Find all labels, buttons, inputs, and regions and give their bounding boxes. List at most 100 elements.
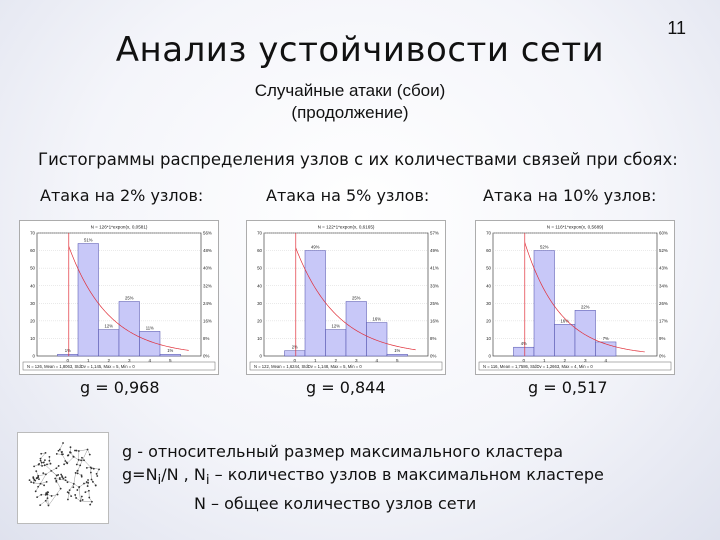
- bar-1: [533, 250, 555, 357]
- cluster-node: [76, 469, 79, 472]
- x-tick-label: 4: [148, 358, 151, 363]
- legend-line-2: g=Ni/N , Ni – количество узлов в максима…: [122, 463, 604, 492]
- chart-title: N = 116*1*expon(x, 0,5689): [547, 225, 604, 230]
- cluster-node: [44, 451, 47, 454]
- cluster-node: [60, 473, 63, 476]
- y-tick-label: 20: [486, 318, 491, 323]
- cluster-edge: [59, 442, 64, 450]
- cluster-node: [36, 476, 39, 479]
- cluster-node: [41, 465, 43, 467]
- x-tick-label: 1: [314, 358, 317, 363]
- stats-footer: N = 116, Mean = 1,7586, StdDv = 1,2663, …: [483, 364, 593, 369]
- y2-tick-label: 48%: [203, 248, 212, 253]
- cluster-node: [55, 467, 58, 470]
- y2-tick-label: 43%: [659, 266, 668, 271]
- bar-0: [284, 350, 306, 357]
- cluster-node: [80, 495, 83, 498]
- bar-percent-label: 11%: [146, 325, 154, 330]
- cluster-node: [86, 485, 89, 487]
- cluster-node: [74, 472, 77, 474]
- slide-subtitle: Случайные атаки (сбои) (продолжение): [220, 80, 480, 124]
- bar-percent-label: 4%: [521, 341, 527, 346]
- cluster-node: [89, 503, 92, 506]
- cluster-node: [37, 474, 40, 477]
- cluster-node: [70, 495, 73, 498]
- cluster-node: [40, 452, 43, 455]
- bar-percent-label: 1%: [394, 348, 400, 353]
- cluster-node: [48, 459, 51, 462]
- bar-percent-label: 25%: [125, 296, 134, 301]
- cluster-edge: [51, 494, 58, 497]
- legend-subscript-i: i: [157, 473, 162, 489]
- cluster-node: [88, 496, 91, 499]
- cluster-node: [44, 499, 47, 502]
- cluster-node: [57, 465, 60, 467]
- y-tick-label: 70: [486, 231, 491, 236]
- cluster-node: [75, 497, 77, 499]
- cluster-node: [39, 457, 42, 460]
- cluster-edge: [83, 460, 91, 468]
- cluster-node: [98, 468, 100, 471]
- subtitle-line-2: (продолжение): [291, 103, 409, 122]
- x-tick-label: 4: [604, 358, 607, 363]
- y2-tick-label: 0%: [203, 354, 209, 359]
- y2-tick-label: 40%: [203, 266, 212, 271]
- y-tick-label: 70: [30, 231, 35, 236]
- x-tick-label: 2: [107, 358, 110, 363]
- y2-tick-label: 17%: [659, 318, 668, 323]
- legend-line-2-mid: /N , N: [161, 465, 206, 484]
- x-tick-label: 3: [355, 358, 358, 363]
- cluster-edge: [80, 500, 92, 502]
- bar-3: [345, 301, 367, 357]
- cluster-node: [63, 463, 66, 466]
- stats-box: [22, 361, 216, 371]
- cluster-node: [55, 474, 58, 477]
- cluster-node: [33, 465, 36, 468]
- cluster-edge: [78, 487, 81, 502]
- y-tick-label: 0: [33, 354, 36, 359]
- slide-title: Анализ устойчивости сети: [115, 30, 605, 70]
- cluster-edge: [73, 472, 76, 484]
- cluster-node: [87, 489, 90, 492]
- y2-tick-label: 24%: [203, 301, 212, 306]
- stats-footer: N = 122, Mean = 1,6244, StdDv = 1,148, M…: [254, 364, 362, 369]
- y-tick-label: 70: [257, 231, 262, 236]
- g-value-5pct: g = 0,844: [306, 378, 386, 397]
- cluster-node: [72, 455, 75, 458]
- x-tick-label: 0: [522, 358, 525, 363]
- cluster-node: [34, 490, 37, 493]
- x-tick-label: 2: [563, 358, 566, 363]
- attack-label-10pct: Атака на 10% узлов:: [483, 186, 657, 205]
- y-tick-label: 60: [486, 248, 491, 253]
- cluster-edge: [47, 494, 49, 506]
- cluster-edge: [90, 467, 100, 470]
- cluster-edge: [40, 452, 46, 459]
- cluster-node: [69, 451, 71, 454]
- cluster-node: [32, 476, 35, 479]
- legend-line-2-suffix: – количество узлов в максимальном класте…: [209, 465, 604, 484]
- cluster-node: [80, 475, 83, 478]
- cluster-edge: [45, 470, 52, 475]
- legend-subscript-i-2: i: [205, 473, 210, 489]
- y2-tick-label: 34%: [659, 283, 668, 288]
- cluster-node: [61, 453, 64, 456]
- cluster-node: [32, 481, 35, 484]
- cluster-node: [39, 482, 42, 485]
- y-tick-label: 60: [30, 248, 35, 253]
- cluster-edge: [78, 449, 88, 452]
- cluster-node: [42, 472, 45, 474]
- x-tick-label: 5: [169, 358, 172, 363]
- cluster-edge: [87, 449, 90, 455]
- cluster-edge: [69, 483, 74, 491]
- cluster-node: [45, 480, 48, 483]
- network-cluster-illustration: [17, 432, 109, 524]
- y-tick-label: 50: [257, 266, 262, 271]
- bar-percent-label: 16%: [561, 318, 570, 323]
- y2-tick-label: 25%: [430, 301, 439, 306]
- histogram-2pct: N = 126*1*expon(x, 0,0581)0 0%10 8%20 16%30…: [19, 220, 219, 375]
- cluster-node: [66, 491, 69, 494]
- g-value-2pct: g = 0,968: [80, 378, 160, 397]
- cluster-node: [83, 482, 85, 485]
- section-heading: Гистограммы распределения узлов с их кол…: [38, 150, 678, 169]
- cluster-edge: [73, 483, 80, 488]
